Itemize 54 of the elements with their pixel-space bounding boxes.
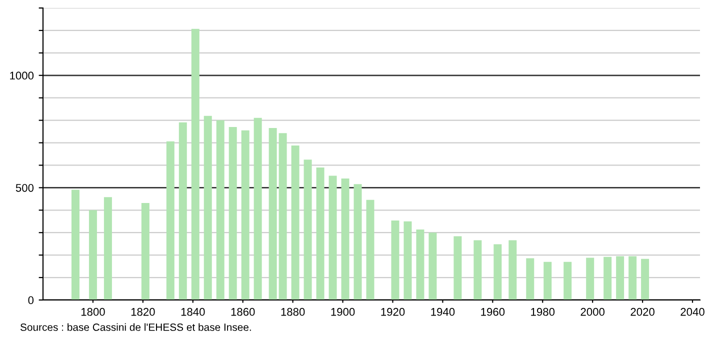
bar	[366, 200, 374, 300]
bar	[454, 236, 462, 300]
bar	[544, 262, 552, 300]
x-tick-label: 2020	[630, 308, 654, 316]
bar	[191, 28, 200, 300]
x-tick-label: 1860	[231, 308, 255, 316]
bar	[204, 116, 212, 300]
bar	[428, 232, 437, 300]
bar	[216, 120, 224, 300]
bar	[391, 220, 400, 300]
x-tick-label: 1920	[381, 308, 405, 316]
bar	[141, 202, 150, 300]
bar	[178, 122, 187, 300]
source-note: Sources : base Cassini de l'EHESS et base Insee.	[20, 323, 251, 331]
bar	[254, 118, 262, 300]
bar	[526, 258, 534, 300]
bar	[268, 128, 277, 300]
bar	[474, 240, 482, 300]
bar	[494, 244, 502, 300]
bar	[291, 145, 300, 300]
x-tick-label: 1940	[431, 308, 455, 316]
y-tick-label: 0	[28, 296, 34, 304]
x-tick-label: 2040	[680, 308, 704, 316]
bar	[616, 256, 624, 300]
bar	[278, 133, 287, 300]
bar	[341, 178, 350, 300]
x-tick-label: 1880	[281, 308, 305, 316]
y-tick-label: 1000	[10, 72, 34, 80]
bar	[316, 167, 324, 300]
x-tick-label: 1960	[481, 308, 505, 316]
bar	[166, 141, 174, 300]
x-tick-label: 2000	[580, 308, 605, 316]
bar	[354, 184, 362, 300]
bar	[586, 258, 594, 300]
x-tick-label: 1820	[131, 308, 155, 316]
bar	[564, 262, 572, 300]
x-tick-label: 1840	[181, 308, 205, 316]
bar	[228, 127, 237, 300]
bar	[71, 190, 80, 300]
x-tick-label: 1900	[331, 308, 355, 316]
bar	[508, 240, 517, 300]
bar	[88, 210, 97, 300]
bar	[328, 176, 337, 300]
bar	[416, 229, 424, 300]
x-tick-label: 1800	[81, 308, 105, 316]
bar	[304, 160, 312, 300]
y-tick-label: 500	[16, 184, 34, 192]
bar	[241, 130, 250, 300]
bar	[104, 197, 112, 300]
bar	[604, 256, 612, 300]
x-tick-label: 1980	[531, 308, 555, 316]
bar	[404, 221, 412, 300]
bar	[641, 258, 650, 300]
bar	[628, 256, 637, 300]
